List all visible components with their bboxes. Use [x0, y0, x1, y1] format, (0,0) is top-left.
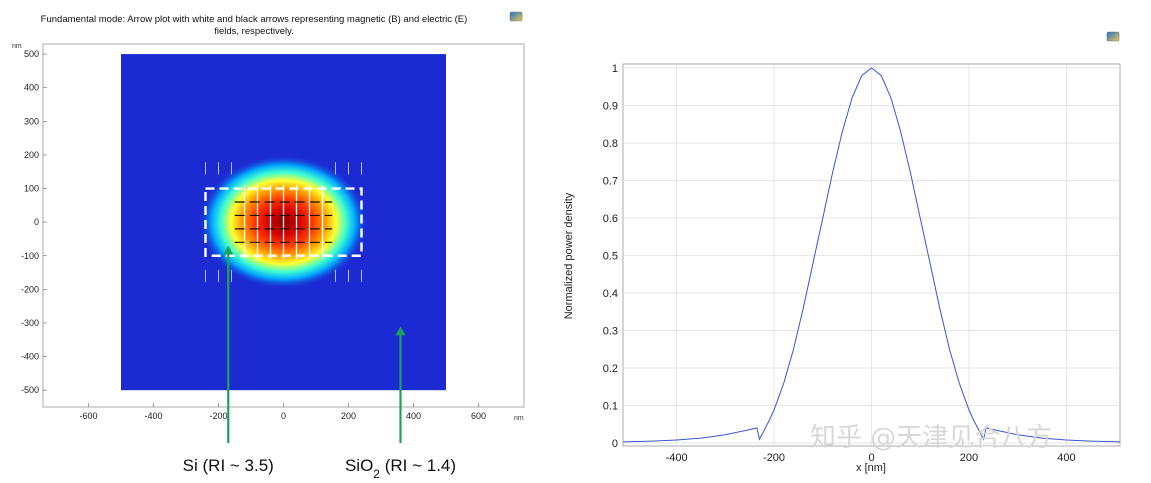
- y-tick-label: 300: [24, 116, 39, 126]
- snapshot-icon[interactable]: [1106, 31, 1120, 42]
- y-tick-label: 100: [24, 184, 39, 194]
- y-tick-label: 400: [24, 83, 39, 93]
- annotation-arrowhead: [395, 326, 406, 336]
- y-tick-label: -400: [21, 352, 39, 362]
- x-tick-label: 200: [960, 452, 978, 464]
- x-axis-label: x [nm]: [856, 462, 886, 474]
- mode-plot-panel: Fundamental mode: Arrow plot with white …: [12, 11, 525, 481]
- material-annotations: Si (RI ~ 3.5) SiO2 (RI ~ 1.4): [183, 245, 456, 481]
- y-tick-label: 0.8: [603, 138, 618, 150]
- chart-title-line-2: fields, respectively.: [214, 26, 294, 37]
- si-core-outline: [204, 187, 363, 257]
- y-tick-label: -300: [21, 318, 39, 328]
- y-tick-label: 0.9: [603, 101, 618, 113]
- y-tick-label: -500: [21, 385, 39, 395]
- y-tick-label: 500: [24, 49, 39, 59]
- x-tick-label: 200: [341, 411, 356, 421]
- x-unit-label: nm: [514, 415, 524, 422]
- x-tick-label: -400: [666, 452, 688, 464]
- y-tick-label: 1: [612, 63, 618, 75]
- y-tick-label: -200: [21, 284, 39, 294]
- x-tick-label: 400: [1057, 452, 1075, 464]
- x-tick-label: 600: [471, 411, 486, 421]
- x-tick-label: -400: [144, 411, 162, 421]
- axis-ticks: -600 -400 -200 0 200 400 600 500 400 300 200 100 0 -1…: [21, 49, 486, 421]
- y-tick-label: 0.3: [603, 326, 618, 338]
- annotation-label: SiO2 (RI ~ 1.4): [345, 456, 456, 481]
- y-tick-label: 0.4: [603, 288, 618, 300]
- annotation-arrowhead: [223, 245, 234, 255]
- x-tick-label: -200: [763, 452, 785, 464]
- x-tick-label: 400: [406, 411, 421, 421]
- x-tick-label: -600: [79, 411, 97, 421]
- y-tick-label: 0.6: [603, 213, 618, 225]
- y-tick-label: 0.1: [603, 401, 618, 413]
- gridlines: [623, 64, 1120, 446]
- x-tick-label: 0: [868, 452, 874, 464]
- annotation-label: Si (RI ~ 3.5): [183, 456, 274, 475]
- y-tick-label: 0: [34, 217, 39, 227]
- y-tick-label: 200: [24, 150, 39, 160]
- x-tick-label: -200: [209, 411, 227, 421]
- mode-heatmap: [121, 54, 446, 391]
- snapshot-icon[interactable]: [509, 11, 523, 22]
- power-density-panel: -400 -200 0 200 400 0 0.1 0.2 0.3 0.4 0.5 0.6 0.7 0.8…: [563, 31, 1121, 474]
- y-tick-label: 0: [612, 438, 618, 450]
- y-tick-label: 0.5: [603, 251, 618, 263]
- y-tick-label: 0.7: [603, 176, 618, 188]
- y-axis-label: Normalized power density: [563, 192, 575, 319]
- watermark: 知乎 @天津见合八方: [810, 423, 1052, 453]
- axis-ticks: -400 -200 0 200 400 0 0.1 0.2 0.3 0.4 0.5 0.6 0.7 0.8…: [603, 63, 1076, 464]
- chart-title-line-1: Fundamental mode: Arrow plot with white …: [41, 14, 468, 25]
- series-line-power-density: [622, 67, 1121, 443]
- y-unit-label: nm: [12, 43, 22, 50]
- y-tick-label: 0.2: [603, 363, 618, 375]
- x-tick-label: 0: [281, 411, 286, 421]
- y-tick-label: -100: [21, 251, 39, 261]
